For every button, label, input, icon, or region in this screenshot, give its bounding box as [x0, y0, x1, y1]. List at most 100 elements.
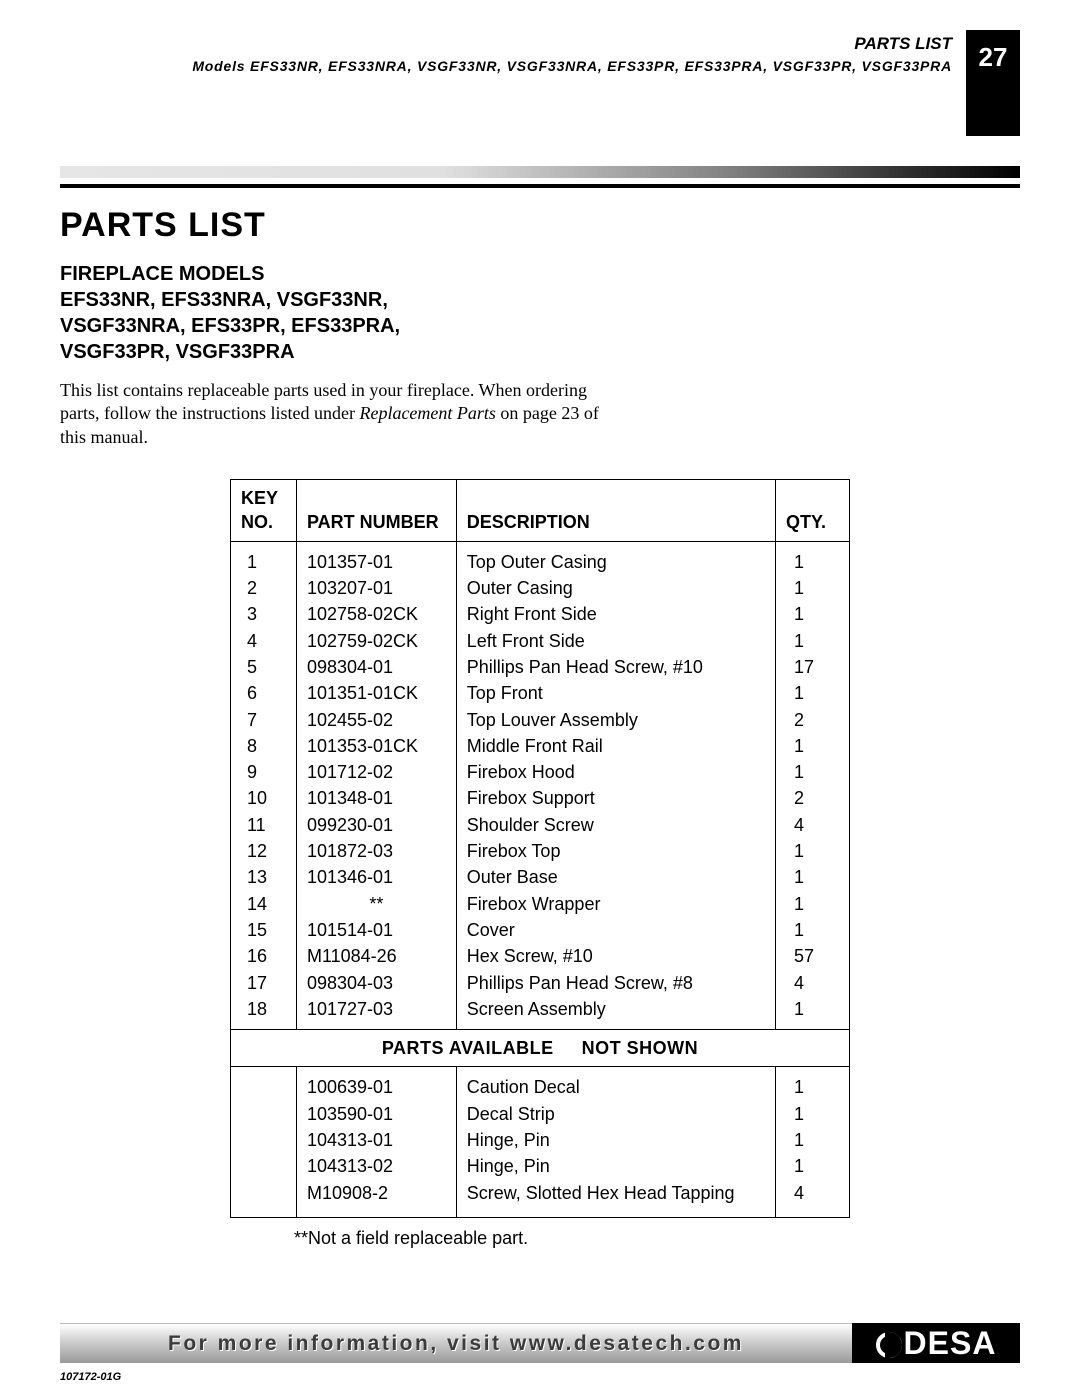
cell-part-number: 099230-01	[296, 812, 456, 838]
cell-qty: 57	[776, 943, 850, 969]
cell-part-number: 101348-01	[296, 785, 456, 811]
cell-description: Right Front Side	[456, 601, 775, 627]
cell-key: 14	[231, 891, 297, 917]
intro-italic: Replacement Parts	[359, 403, 495, 423]
page-title: PARTS LIST	[60, 206, 1020, 245]
cell-qty: 2	[776, 707, 850, 733]
cell-qty: 1	[776, 541, 850, 575]
cell-part-number: 102455-02	[296, 707, 456, 733]
cell-description: Firebox Hood	[456, 759, 775, 785]
cell-qty: 1	[776, 1067, 850, 1101]
logo-text: DESA	[904, 1325, 997, 1362]
table-row: 12101872-03Firebox Top1	[231, 838, 850, 864]
cell-qty: 1	[776, 1127, 850, 1153]
cell-key	[231, 1180, 297, 1218]
cell-description: Caution Decal	[456, 1067, 775, 1101]
cell-key	[231, 1153, 297, 1179]
cell-description: Screen Assembly	[456, 996, 775, 1030]
cell-part-number: M10908-2	[296, 1180, 456, 1218]
cell-description: Middle Front Rail	[456, 733, 775, 759]
cell-key: 5	[231, 654, 297, 680]
cell-part-number: 103590-01	[296, 1101, 456, 1127]
cell-part-number: 101712-02	[296, 759, 456, 785]
intro-paragraph: This list contains replaceable parts use…	[60, 379, 620, 449]
cell-part-number: 101351-01CK	[296, 680, 456, 706]
cell-qty: 2	[776, 785, 850, 811]
table-row: 104313-02Hinge, Pin1	[231, 1153, 850, 1179]
cell-part-number: 102758-02CK	[296, 601, 456, 627]
cell-qty: 17	[776, 654, 850, 680]
cell-key: 3	[231, 601, 297, 627]
col-header-part: PART NUMBER	[296, 480, 456, 542]
cell-description: Top Louver Assembly	[456, 707, 775, 733]
cell-key: 9	[231, 759, 297, 785]
cell-qty: 1	[776, 864, 850, 890]
cell-key: 18	[231, 996, 297, 1030]
cell-key: 4	[231, 628, 297, 654]
cell-key: 2	[231, 575, 297, 601]
parts-table: KEYNO. PART NUMBER DESCRIPTION QTY. 1101…	[230, 479, 850, 1218]
cell-key: 6	[231, 680, 297, 706]
cell-description: Firebox Support	[456, 785, 775, 811]
cell-qty: 1	[776, 1153, 850, 1179]
cell-part-number: 098304-03	[296, 970, 456, 996]
cell-key: 1	[231, 541, 297, 575]
cell-part-number: 103207-01	[296, 575, 456, 601]
cell-description: Top Outer Casing	[456, 541, 775, 575]
cell-qty: 1	[776, 917, 850, 943]
table-row: 1101357-01Top Outer Casing1	[231, 541, 850, 575]
cell-description: Cover	[456, 917, 775, 943]
rule-divider	[60, 184, 1020, 188]
cell-qty: 4	[776, 970, 850, 996]
subtitle-line: VSGF33NRA, EFS33PR, EFS33PRA,	[60, 313, 1020, 339]
cell-key: 12	[231, 838, 297, 864]
cell-description: Firebox Wrapper	[456, 891, 775, 917]
cell-key: 7	[231, 707, 297, 733]
cell-key: 8	[231, 733, 297, 759]
gradient-divider	[60, 166, 1020, 178]
table-row: 7102455-02Top Louver Assembly2	[231, 707, 850, 733]
cell-qty: 4	[776, 1180, 850, 1218]
table-header-row: KEYNO. PART NUMBER DESCRIPTION QTY.	[231, 480, 850, 542]
cell-description: Outer Base	[456, 864, 775, 890]
cell-key: 10	[231, 785, 297, 811]
cell-part-number: 102759-02CK	[296, 628, 456, 654]
cell-part-number: 098304-01	[296, 654, 456, 680]
col-header-key: KEYNO.	[231, 480, 297, 542]
cell-part-number: M11084-26	[296, 943, 456, 969]
header-label: PARTS LIST	[192, 34, 952, 54]
cell-part-number: 104313-01	[296, 1127, 456, 1153]
cell-description: Hinge, Pin	[456, 1153, 775, 1179]
table-row: 4102759-02CKLeft Front Side1	[231, 628, 850, 654]
cell-key: 17	[231, 970, 297, 996]
cell-key: 16	[231, 943, 297, 969]
table-row: 100639-01Caution Decal1	[231, 1067, 850, 1101]
table-row: M10908-2Screw, Slotted Hex Head Tapping4	[231, 1180, 850, 1218]
cell-key	[231, 1067, 297, 1101]
cell-qty: 1	[776, 575, 850, 601]
cell-qty: 1	[776, 628, 850, 654]
table-row: 5098304-01Phillips Pan Head Screw, #1017	[231, 654, 850, 680]
cell-description: Left Front Side	[456, 628, 775, 654]
cell-key	[231, 1101, 297, 1127]
cell-qty: 1	[776, 838, 850, 864]
subtitle: FIREPLACE MODELS EFS33NR, EFS33NRA, VSGF…	[60, 261, 1020, 365]
cell-qty: 1	[776, 680, 850, 706]
page-header: PARTS LIST Models EFS33NR, EFS33NRA, VSG…	[60, 30, 1020, 136]
table-row: 17098304-03Phillips Pan Head Screw, #84	[231, 970, 850, 996]
cell-qty: 1	[776, 601, 850, 627]
cell-part-number: 104313-02	[296, 1153, 456, 1179]
cell-description: Hex Screw, #10	[456, 943, 775, 969]
table-row: 2103207-01Outer Casing1	[231, 575, 850, 601]
table-row: 9101712-02Firebox Hood1	[231, 759, 850, 785]
table-row: 13101346-01Outer Base1	[231, 864, 850, 890]
cell-description: Phillips Pan Head Screw, #10	[456, 654, 775, 680]
table-row: 18101727-03Screen Assembly1	[231, 996, 850, 1030]
cell-description: Screw, Slotted Hex Head Tapping	[456, 1180, 775, 1218]
page-number: 27	[966, 30, 1020, 136]
logo-circle-icon	[876, 1332, 902, 1358]
cell-description: Hinge, Pin	[456, 1127, 775, 1153]
cell-key	[231, 1127, 297, 1153]
cell-description: Phillips Pan Head Screw, #8	[456, 970, 775, 996]
cell-part-number: 101727-03	[296, 996, 456, 1030]
